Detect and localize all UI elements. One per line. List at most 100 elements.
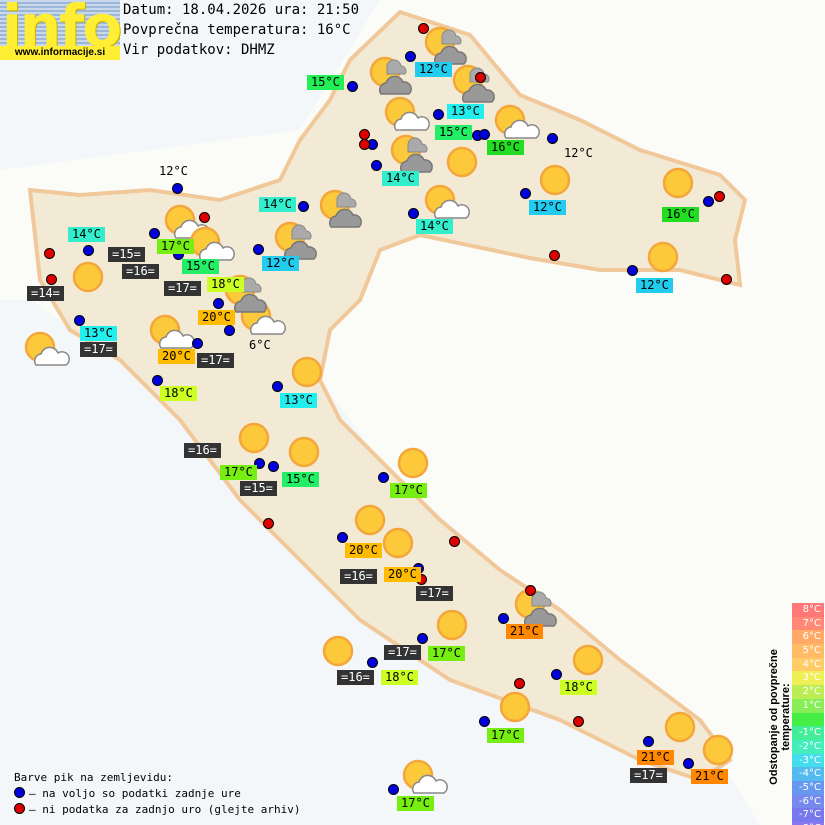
station-dot-no-data[interactable] — [359, 139, 370, 150]
sea-temperature-label[interactable]: =14= — [27, 286, 64, 301]
temperature-label[interactable]: 13°C — [447, 104, 484, 119]
temperature-label[interactable]: 15°C — [282, 472, 319, 487]
temperature-label[interactable]: 20°C — [345, 543, 382, 558]
temperature-label[interactable]: 18°C — [160, 386, 197, 401]
station-dot-available[interactable] — [149, 228, 160, 239]
station-dot-available[interactable] — [378, 472, 389, 483]
station-dot-available[interactable] — [213, 298, 224, 309]
station-dot-available[interactable] — [367, 657, 378, 668]
station-dot-available[interactable] — [224, 325, 235, 336]
temperature-label[interactable]: 17°C — [487, 728, 524, 743]
temperature-label[interactable]: 16°C — [487, 140, 524, 155]
temperature-label[interactable]: 20°C — [198, 310, 235, 325]
temperature-label[interactable]: 15°C — [435, 125, 472, 140]
station-dot-available[interactable] — [643, 736, 654, 747]
station-dot-available[interactable] — [337, 532, 348, 543]
station-dot-no-data[interactable] — [714, 191, 725, 202]
station-dot-available[interactable] — [547, 133, 558, 144]
station-dot-available[interactable] — [520, 188, 531, 199]
station-dot-no-data[interactable] — [475, 72, 486, 83]
station-dot-available[interactable] — [172, 183, 183, 194]
station-dot-no-data[interactable] — [199, 212, 210, 223]
logo[interactable]: info www.informacije.si — [0, 0, 122, 60]
sea-temperature-label[interactable]: =15= — [240, 481, 277, 496]
station-dot-available[interactable] — [388, 784, 399, 795]
station-dot-available[interactable] — [683, 758, 694, 769]
station-dot-available[interactable] — [551, 669, 562, 680]
station-dot-no-data[interactable] — [263, 518, 274, 529]
temperature-label[interactable]: 15°C — [182, 259, 219, 274]
temperature-label[interactable]: 16°C — [662, 207, 699, 222]
temperature-label[interactable]: 13°C — [80, 326, 117, 341]
temperature-label[interactable]: 17°C — [390, 483, 427, 498]
station-dot-available[interactable] — [272, 381, 283, 392]
temperature-label[interactable]: 21°C — [506, 624, 543, 639]
temperature-label[interactable]: 14°C — [259, 197, 296, 212]
station-dot-no-data[interactable] — [514, 678, 525, 689]
temperature-label[interactable]: 13°C — [280, 393, 317, 408]
station-dot-available[interactable] — [268, 461, 279, 472]
temperature-label[interactable]: 21°C — [691, 769, 728, 784]
station-dot-available[interactable] — [433, 109, 444, 120]
temperature-label[interactable]: 18°C — [381, 670, 418, 685]
station-dot-available[interactable] — [347, 81, 358, 92]
sea-temperature-label[interactable]: =17= — [80, 342, 117, 357]
temperature-label[interactable]: 12°C — [262, 256, 299, 271]
sea-temperature-label[interactable]: =17= — [384, 645, 421, 660]
station-dot-available[interactable] — [254, 458, 265, 469]
temperature-label[interactable]: 14°C — [68, 227, 105, 242]
temperature-label[interactable]: 17°C — [157, 239, 194, 254]
temperature-label[interactable]: 12°C — [529, 200, 566, 215]
station-dot-available[interactable] — [253, 244, 264, 255]
station-dot-available[interactable] — [479, 716, 490, 727]
temperature-label[interactable]: 17°C — [428, 646, 465, 661]
station-dot-available[interactable] — [74, 315, 85, 326]
sea-temperature-label[interactable]: =16= — [184, 443, 221, 458]
scale-step: 4°C — [792, 657, 824, 672]
station-dot-available[interactable] — [703, 196, 714, 207]
sea-temperature-label[interactable]: =17= — [630, 768, 667, 783]
station-dot-available[interactable] — [408, 208, 419, 219]
station-dot-no-data[interactable] — [449, 536, 460, 547]
temperature-label[interactable]: 21°C — [637, 750, 674, 765]
temperature-label[interactable]: 18°C — [560, 680, 597, 695]
station-dot-available[interactable] — [479, 129, 490, 140]
station-dot-no-data[interactable] — [721, 274, 732, 285]
station-dot-no-data[interactable] — [44, 248, 55, 259]
temperature-label[interactable]: 14°C — [416, 219, 453, 234]
temperature-label[interactable]: 18°C — [207, 277, 244, 292]
sea-temperature-label[interactable]: =16= — [122, 264, 159, 279]
logo-url[interactable]: www.informacije.si — [0, 46, 120, 60]
station-dot-available[interactable] — [417, 633, 428, 644]
temperature-label[interactable]: 6°C — [249, 338, 271, 352]
temperature-label[interactable]: 12°C — [564, 146, 593, 160]
temperature-label[interactable]: 17°C — [397, 796, 434, 811]
temperature-label[interactable]: 12°C — [159, 164, 188, 178]
station-dot-no-data[interactable] — [46, 274, 57, 285]
station-dot-no-data[interactable] — [525, 585, 536, 596]
temperature-label[interactable]: 12°C — [415, 62, 452, 77]
station-dot-no-data[interactable] — [418, 23, 429, 34]
station-dot-available[interactable] — [152, 375, 163, 386]
sea-temperature-label[interactable]: =17= — [197, 353, 234, 368]
station-dot-available[interactable] — [83, 245, 94, 256]
station-dot-available[interactable] — [405, 51, 416, 62]
sea-temperature-label[interactable]: =16= — [337, 670, 374, 685]
sea-temperature-label[interactable]: =16= — [340, 569, 377, 584]
station-dot-available[interactable] — [371, 160, 382, 171]
station-dot-no-data[interactable] — [573, 716, 584, 727]
sea-temperature-label[interactable]: =17= — [416, 586, 453, 601]
station-dot-no-data[interactable] — [549, 250, 560, 261]
temperature-label[interactable]: 20°C — [158, 349, 195, 364]
station-dot-available[interactable] — [298, 201, 309, 212]
temperature-label[interactable]: 15°C — [307, 75, 344, 90]
station-dot-available[interactable] — [627, 265, 638, 276]
station-dot-available[interactable] — [192, 338, 203, 349]
sea-temperature-label[interactable]: =15= — [108, 247, 145, 262]
station-dot-available[interactable] — [498, 613, 509, 624]
temperature-label[interactable]: 12°C — [636, 278, 673, 293]
temperature-label[interactable]: 17°C — [220, 465, 257, 480]
temperature-label[interactable]: 20°C — [384, 567, 421, 582]
temperature-label[interactable]: 14°C — [382, 171, 419, 186]
sea-temperature-label[interactable]: =17= — [164, 281, 201, 296]
